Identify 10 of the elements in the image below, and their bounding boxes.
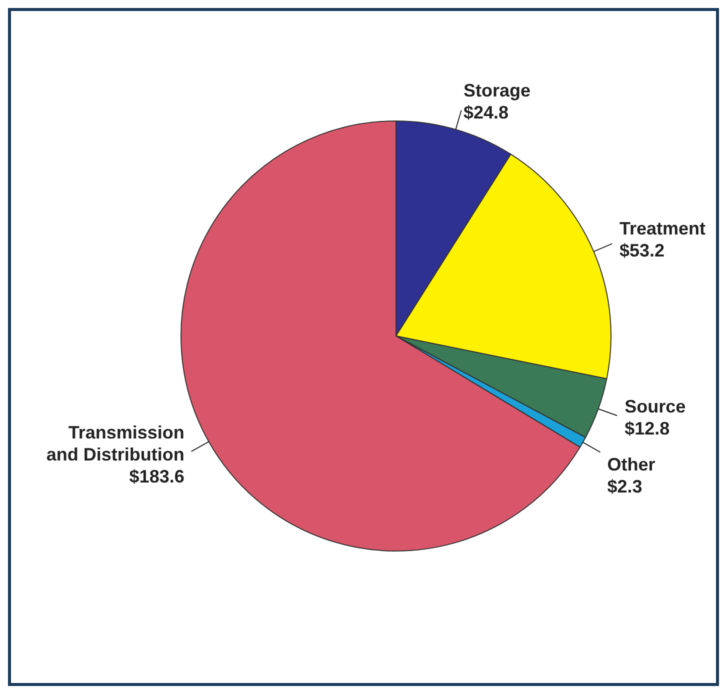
- slice-label: Transmission and Distribution: [46, 422, 184, 464]
- slice-label: Treatment: [619, 218, 706, 239]
- data-label: $53.2: [619, 240, 665, 261]
- data-label: $183.6: [129, 466, 184, 486]
- data-label: $2.3: [607, 476, 642, 496]
- slice-label: Other: [607, 454, 656, 474]
- data-label: $12.8: [624, 418, 670, 438]
- slice-label: Storage: [464, 80, 531, 101]
- data-label: $24.8: [464, 102, 509, 123]
- slice-label: Source: [624, 396, 686, 416]
